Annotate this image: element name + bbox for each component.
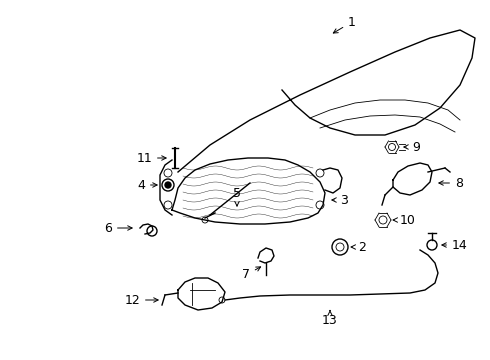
Text: 13: 13 <box>322 311 338 327</box>
Text: 2: 2 <box>351 240 366 253</box>
Text: 10: 10 <box>393 213 416 226</box>
Text: 9: 9 <box>404 140 420 153</box>
Text: 1: 1 <box>333 15 356 33</box>
Text: 6: 6 <box>104 221 132 234</box>
Text: 4: 4 <box>137 179 157 192</box>
Text: 12: 12 <box>124 293 158 306</box>
Circle shape <box>165 182 171 188</box>
Text: 7: 7 <box>242 267 261 282</box>
Text: 14: 14 <box>442 239 468 252</box>
Text: 8: 8 <box>439 176 463 189</box>
Text: 11: 11 <box>136 152 166 165</box>
Text: 3: 3 <box>332 194 348 207</box>
Text: 5: 5 <box>233 186 241 206</box>
